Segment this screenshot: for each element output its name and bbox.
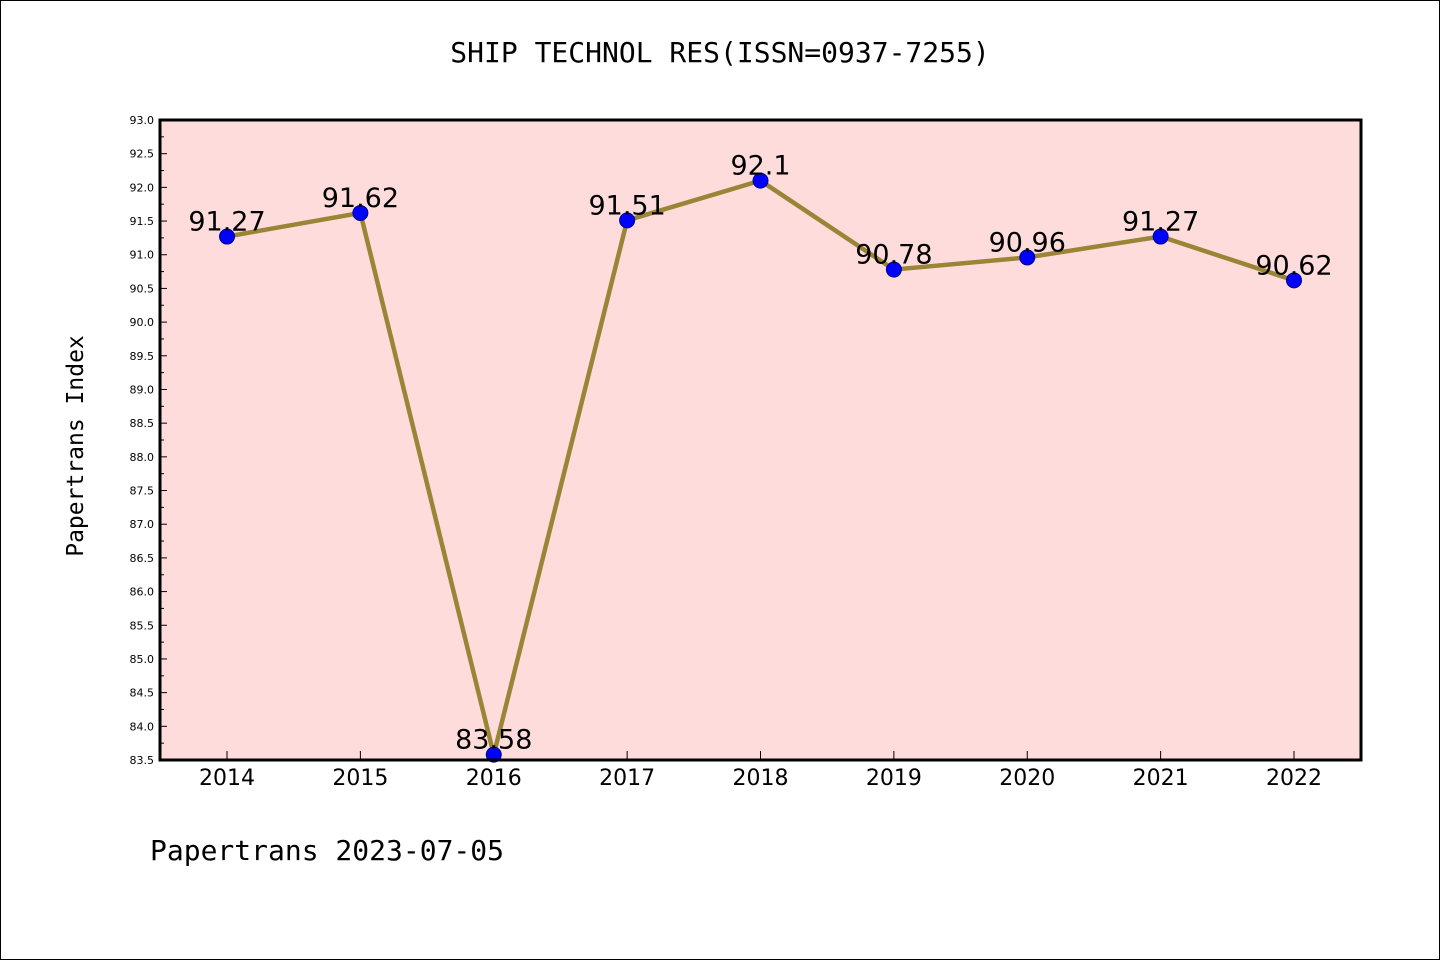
y-tick-label: 83.5 xyxy=(130,754,155,767)
x-tick-label: 2016 xyxy=(466,766,522,791)
data-point xyxy=(219,228,235,245)
chart-title: SHIP TECHNOL RES(ISSN=0937-7255) xyxy=(450,36,990,69)
data-point xyxy=(1019,249,1036,266)
data-point xyxy=(352,204,369,221)
y-tick-label: 87.5 xyxy=(130,485,155,498)
y-tick-label: 88.0 xyxy=(130,451,155,464)
y-tick-label: 89.0 xyxy=(130,383,155,396)
y-axis-ticks: 83.5 84.0 84.5 85.0 85.5 86.0 86.5 87.0 87.5 88.0… xyxy=(130,114,167,767)
data-point xyxy=(1152,228,1169,245)
y-tick-label: 90.5 xyxy=(130,282,155,295)
data-label: 92.1 xyxy=(730,151,790,182)
y-tick-label: 92.0 xyxy=(130,181,155,194)
y-tick-label: 87.0 xyxy=(130,518,155,531)
x-tick-label: 2019 xyxy=(866,766,922,791)
data-label: 90.62 xyxy=(1255,250,1332,281)
y-tick-label: 88.5 xyxy=(130,417,155,430)
y-tick-label: 91.0 xyxy=(130,249,155,262)
data-point xyxy=(885,261,902,278)
series-group xyxy=(219,172,1302,763)
x-axis-ticks: 2014 2015 2016 2017 2018 2019 2020 2021 2022 xyxy=(199,751,1322,791)
data-label: 90.78 xyxy=(855,240,932,271)
x-tick-label: 2015 xyxy=(332,766,388,791)
data-label: 90.96 xyxy=(989,227,1066,258)
y-tick-label: 86.5 xyxy=(130,552,155,565)
y-tick-label: 91.5 xyxy=(130,215,155,228)
data-label: 83.58 xyxy=(455,725,532,756)
y-tick-label: 85.0 xyxy=(130,653,155,666)
data-label: 91.27 xyxy=(1122,207,1199,238)
data-labels: 91.27 91.62 83.58 91.51 92.1 90.78 90.96 91.27 9… xyxy=(188,151,1332,756)
data-label: 91.51 xyxy=(588,190,665,221)
data-point xyxy=(1286,272,1302,289)
y-tick-label: 86.0 xyxy=(130,586,155,599)
y-tick-label: 84.5 xyxy=(130,687,155,700)
y-tick-label: 84.0 xyxy=(130,720,155,733)
x-tick-label: 2020 xyxy=(999,766,1055,791)
y-tick-label: 85.5 xyxy=(130,619,155,632)
y-tick-label: 92.5 xyxy=(130,148,155,161)
x-tick-label: 2022 xyxy=(1266,766,1322,791)
y-tick-label: 90.0 xyxy=(130,316,155,329)
x-tick-label: 2021 xyxy=(1133,766,1189,791)
data-point xyxy=(485,746,502,763)
y-tick-label: 89.5 xyxy=(130,350,155,363)
x-tick-label: 2014 xyxy=(199,766,255,791)
plot-area xyxy=(160,120,1361,760)
data-label: 91.62 xyxy=(322,183,399,214)
plot-border xyxy=(158,118,1363,762)
data-label: 91.27 xyxy=(188,207,265,238)
data-point xyxy=(752,172,769,189)
data-point xyxy=(619,212,636,229)
x-tick-label: 2018 xyxy=(733,766,789,791)
y-tick-label: 93.0 xyxy=(130,114,155,127)
x-tick-label: 2017 xyxy=(599,766,655,791)
footer-credit: Papertrans 2023-07-05 xyxy=(150,834,505,867)
